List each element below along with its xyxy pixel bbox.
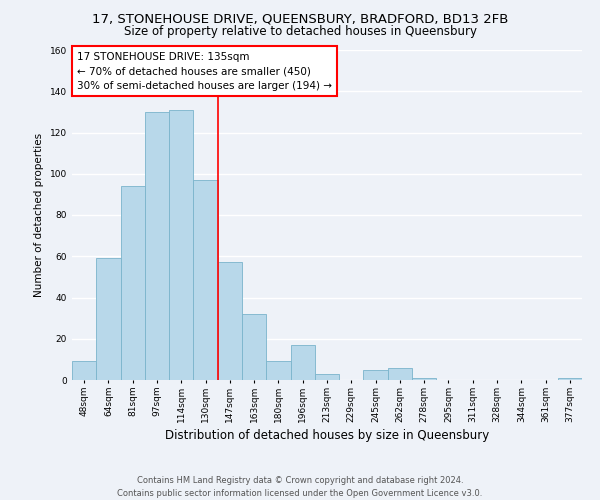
Bar xyxy=(364,370,388,380)
Bar xyxy=(558,378,582,380)
Text: 17 STONEHOUSE DRIVE: 135sqm
← 70% of detached houses are smaller (450)
30% of se: 17 STONEHOUSE DRIVE: 135sqm ← 70% of det… xyxy=(77,52,332,91)
Bar xyxy=(218,262,242,380)
Bar xyxy=(96,258,121,380)
Bar xyxy=(169,110,193,380)
Bar xyxy=(290,345,315,380)
Bar xyxy=(72,362,96,380)
Text: Contains HM Land Registry data © Crown copyright and database right 2024.
Contai: Contains HM Land Registry data © Crown c… xyxy=(118,476,482,498)
Y-axis label: Number of detached properties: Number of detached properties xyxy=(34,133,44,297)
Bar xyxy=(145,112,169,380)
Text: 17, STONEHOUSE DRIVE, QUEENSBURY, BRADFORD, BD13 2FB: 17, STONEHOUSE DRIVE, QUEENSBURY, BRADFO… xyxy=(92,12,508,26)
Bar xyxy=(388,368,412,380)
Bar xyxy=(193,180,218,380)
Bar xyxy=(242,314,266,380)
Bar xyxy=(121,186,145,380)
Text: Size of property relative to detached houses in Queensbury: Size of property relative to detached ho… xyxy=(124,25,476,38)
Bar xyxy=(315,374,339,380)
Bar xyxy=(266,362,290,380)
X-axis label: Distribution of detached houses by size in Queensbury: Distribution of detached houses by size … xyxy=(165,429,489,442)
Bar xyxy=(412,378,436,380)
